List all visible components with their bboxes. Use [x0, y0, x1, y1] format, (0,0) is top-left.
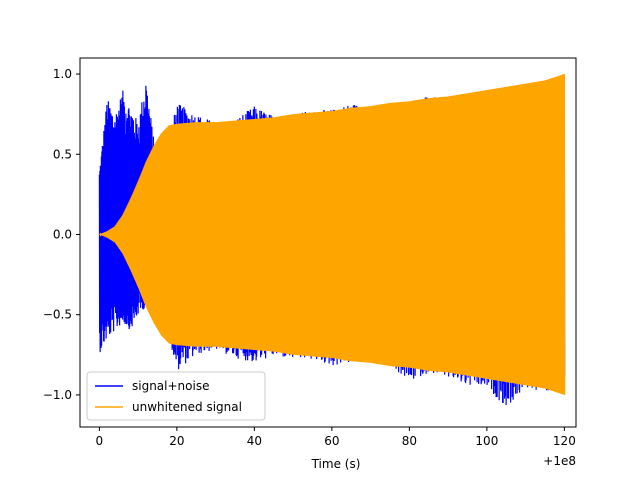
ticks: 0 20 40 60 80 100 120 −1.0 −0.5 0.0 0.5 1.0 — [43, 67, 576, 448]
x-tick-label: 120 — [553, 434, 576, 448]
x-tick-label: 60 — [324, 434, 339, 448]
x-axis-offset-label: +1e8 — [543, 454, 576, 468]
x-tick-label: 40 — [247, 434, 262, 448]
x-tick-label: 80 — [402, 434, 417, 448]
series-unwhitened-signal — [99, 74, 566, 395]
axes-frame — [79, 57, 577, 428]
x-tick-label: 100 — [475, 434, 498, 448]
legend-entry-label: signal+noise — [132, 379, 209, 393]
y-tick-label: 0.5 — [53, 147, 72, 161]
x-axis-label: Time (s) — [311, 457, 361, 471]
legend-box — [86, 371, 266, 421]
legend: signal+noise unwhitened signal — [86, 371, 266, 421]
y-tick-label: 1.0 — [53, 67, 72, 81]
y-tick-label: −0.5 — [43, 308, 72, 322]
y-tick-label: −1.0 — [43, 388, 72, 402]
y-tick-label: 0.0 — [53, 227, 72, 241]
series-line-1 — [99, 74, 566, 395]
x-tick-label: 0 — [96, 434, 104, 448]
plot-area — [98, 74, 566, 406]
legend-entry-label: unwhitened signal — [132, 400, 242, 414]
x-tick-label: 20 — [169, 434, 184, 448]
